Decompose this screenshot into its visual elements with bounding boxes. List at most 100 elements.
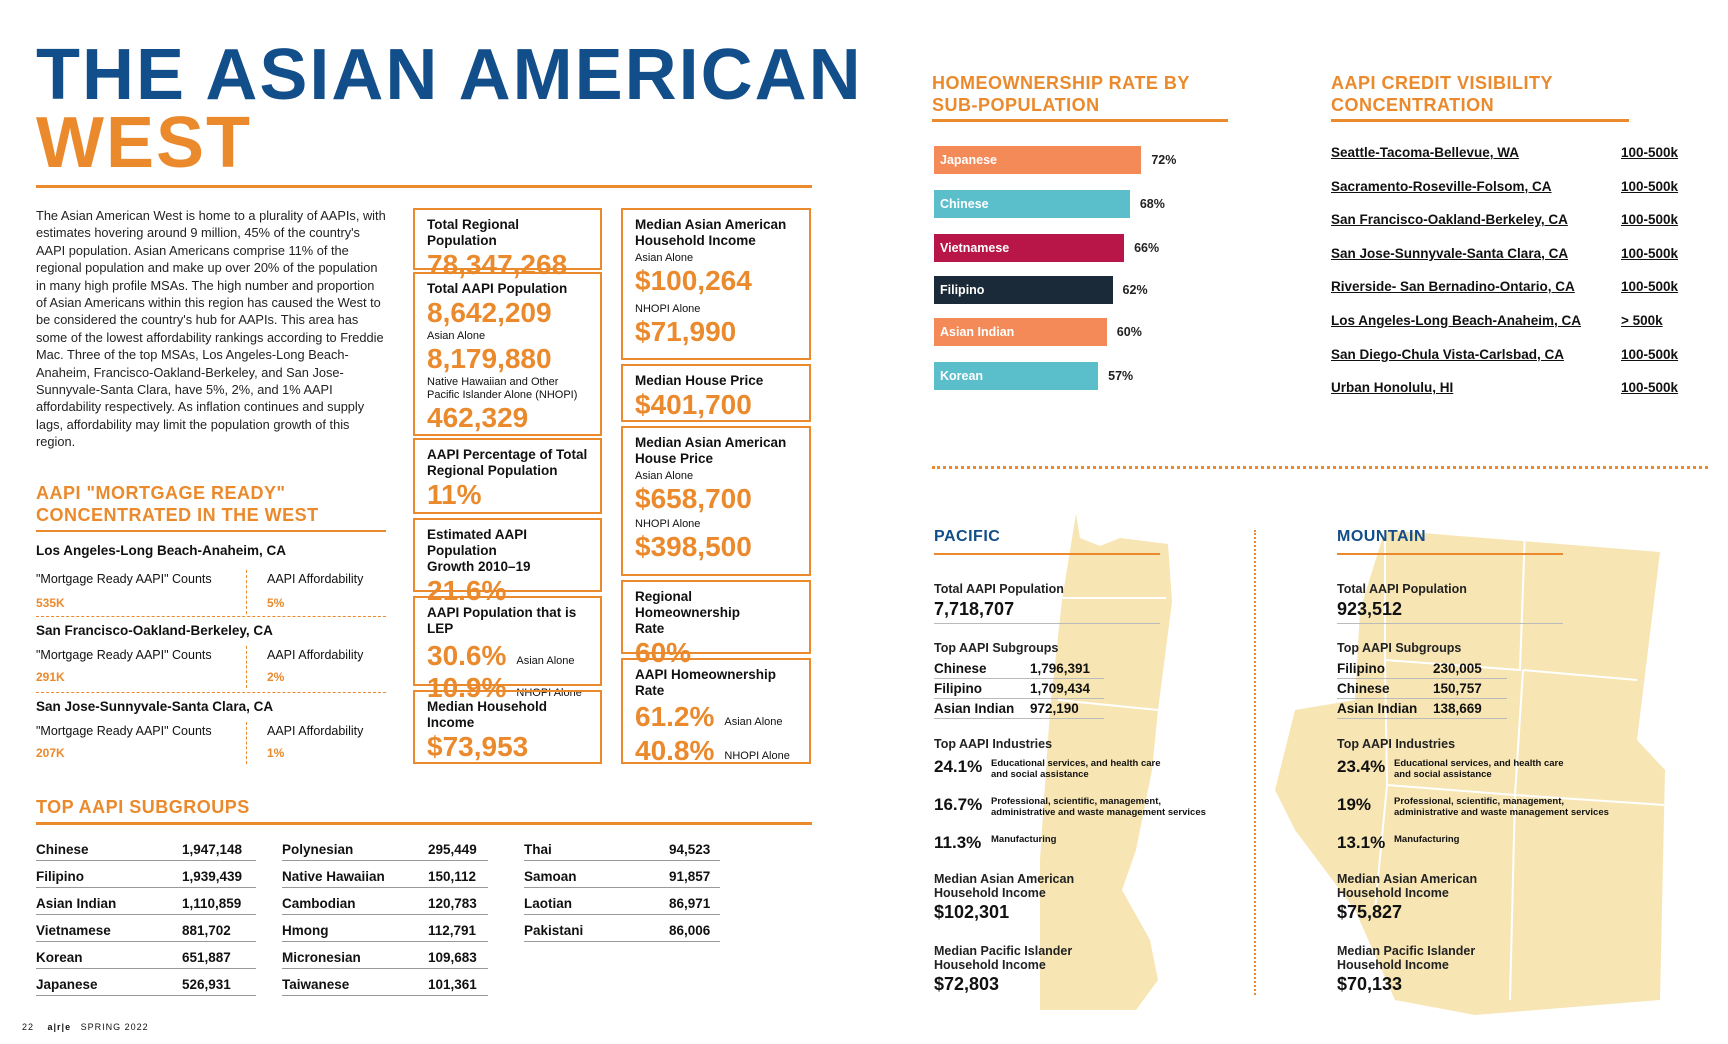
credit-title-divider bbox=[1331, 119, 1629, 122]
label-line: Median Asian American bbox=[1337, 872, 1478, 886]
subgroup-name: Filipino bbox=[36, 869, 84, 884]
mr-afford-label: AAPI Affordability bbox=[267, 572, 364, 586]
pacific-maai-value: $102,301 bbox=[934, 902, 1010, 922]
mr-divider-v bbox=[246, 646, 247, 688]
stat-sub-label: Asian Alone bbox=[635, 470, 694, 482]
stat-label: AAPI Homeownership bbox=[635, 667, 777, 682]
mr-count-value: 291K bbox=[36, 670, 65, 684]
bar: Filipino bbox=[934, 276, 1113, 304]
bar: Chinese bbox=[934, 190, 1130, 218]
mountain-total-value: 923,512 bbox=[1337, 599, 1403, 619]
stat-regional-homeownership: Regional Homeownership Rate 60% bbox=[621, 580, 811, 668]
subgroup-value: 120,783 bbox=[428, 896, 477, 911]
stat-value: 462,329 bbox=[427, 402, 529, 433]
industry-label: Manufacturing bbox=[1394, 834, 1460, 845]
brand-logo: a|r|e bbox=[47, 1022, 72, 1032]
pacific-divider bbox=[934, 553, 1160, 555]
mr-afford-label: AAPI Affordability bbox=[267, 648, 364, 662]
industry-pct: 11.3% bbox=[934, 833, 982, 852]
credit-value: 100-500k bbox=[1621, 279, 1679, 295]
bar: Japanese bbox=[934, 146, 1142, 174]
region-subgroup-value: 1,796,391 bbox=[1030, 661, 1091, 676]
industry-pct: 24.1% bbox=[934, 757, 983, 776]
stat-sub-label: Asian Alone bbox=[635, 252, 694, 264]
stat-sub-label: NHOPI Alone bbox=[635, 518, 701, 530]
stat-lep: AAPI Population that is LEP 30.6% Asian A… bbox=[413, 596, 602, 703]
bar: Asian Indian bbox=[934, 318, 1107, 346]
stat-label: Income bbox=[427, 715, 475, 730]
credit-value: 100-500k bbox=[1621, 178, 1679, 194]
region-subgroup-underline bbox=[1337, 698, 1507, 699]
stat-total-regional: Total Regional Population 78,347,268 bbox=[413, 208, 602, 280]
page-footer: 22 a|r|e SPRING 2022 bbox=[22, 1022, 149, 1032]
industry-label: Educational services, and health care bbox=[991, 758, 1161, 769]
mr-count-value: 207K bbox=[36, 746, 65, 760]
mountain-total-underline bbox=[1337, 623, 1563, 624]
pacific-industries-label: Top AAPI Industries bbox=[934, 737, 1053, 751]
subgroup-underline bbox=[282, 860, 488, 861]
subgroup-value: 86,971 bbox=[669, 896, 711, 911]
credit-title-l2: CONCENTRATION bbox=[1331, 95, 1495, 115]
stat-value: 78,347,268 bbox=[427, 249, 568, 280]
subgroup-underline bbox=[282, 968, 488, 969]
mortgage-ready-row: San Jose-Sunnyvale-Santa Clara, CA "Mort… bbox=[36, 699, 386, 760]
stat-aapi-percentage: AAPI Percentage of Total Regional Popula… bbox=[413, 438, 602, 514]
mortgage-ready-row: Los Angeles-Long Beach-Anaheim, CA "Mort… bbox=[36, 543, 386, 610]
industry-label: Educational services, and health care bbox=[1394, 758, 1564, 769]
region-subgroup-value: 138,669 bbox=[1433, 701, 1482, 716]
region-subgroup-name: Filipino bbox=[1337, 661, 1385, 676]
stat-note: NHOPI Alone bbox=[516, 686, 582, 699]
subgroup-name: Korean bbox=[36, 950, 83, 965]
top-subgroups-divider bbox=[36, 822, 812, 825]
subgroup-value: 651,887 bbox=[182, 950, 231, 965]
bar-label: 62% bbox=[1122, 283, 1148, 297]
mr-count-value: 535K bbox=[36, 596, 65, 610]
mr-divider-v bbox=[246, 722, 247, 764]
subgroup-underline bbox=[36, 860, 256, 861]
industry-label: administrative and waste management serv… bbox=[1394, 807, 1609, 818]
label-line: Household Income bbox=[934, 958, 1046, 972]
mountain-maai-label: Median Asian American Household Income bbox=[1337, 872, 1477, 900]
subgroup-value: 101,361 bbox=[428, 977, 477, 992]
stat-value: 30.6% bbox=[427, 640, 507, 671]
pacific-total-value: 7,718,707 bbox=[934, 599, 1015, 619]
stat-sub-label: Asian Alone bbox=[427, 330, 486, 342]
credit-value: 100-500k bbox=[1621, 212, 1679, 228]
stat-note: NHOPI Alone bbox=[724, 749, 790, 762]
credit-place: Seattle-Tacoma-Bellevue, WA bbox=[1331, 145, 1520, 160]
subgroup-name: Hmong bbox=[282, 923, 329, 938]
credit-place: San Diego-Chula Vista-Carlsbad, CA bbox=[1331, 346, 1565, 362]
region-subgroup-value: 1,709,434 bbox=[1030, 681, 1091, 696]
industry-label: administrative and waste management serv… bbox=[991, 807, 1206, 818]
subgroup-value: 94,523 bbox=[669, 842, 711, 857]
mr-afford-value: 1% bbox=[267, 746, 285, 760]
mr-afford-label: AAPI Affordability bbox=[267, 724, 364, 738]
stat-sub-label: Native Hawaiian and Other bbox=[427, 376, 559, 388]
subgroup-underline bbox=[282, 941, 488, 942]
region-subgroup-value: 972,190 bbox=[1030, 701, 1079, 716]
mountain-subgroups-label: Top AAPI Subgroups bbox=[1337, 641, 1462, 655]
industry-pct: 23.4% bbox=[1337, 757, 1386, 776]
subgroup-underline bbox=[524, 914, 720, 915]
pacific-mpi-label: Median Pacific Islander Household Income bbox=[934, 944, 1072, 972]
subgroup-value: 295,449 bbox=[428, 842, 477, 857]
stat-label: House Price bbox=[635, 451, 714, 466]
subgroup-name: Polynesian bbox=[282, 842, 354, 857]
bar-label: 68% bbox=[1139, 197, 1165, 211]
stat-label: Estimated AAPI Population bbox=[427, 527, 528, 558]
credit-place: Los Angeles-Long Beach-Anaheim, CA bbox=[1331, 313, 1582, 328]
stat-label: Total Regional Population bbox=[427, 217, 520, 248]
stat-value: 11% bbox=[427, 479, 482, 510]
stat-label: Growth 2010–19 bbox=[427, 559, 531, 574]
industry-label: Professional, scientific, management, bbox=[1394, 796, 1564, 807]
subgroup-value: 1,110,859 bbox=[182, 896, 242, 911]
mortgage-ready-heading: AAPI "MORTGAGE READY" CONCENTRATED IN TH… bbox=[36, 482, 319, 526]
region-subgroup-underline bbox=[934, 718, 1104, 719]
subgroup-name: Pakistani bbox=[524, 923, 584, 938]
mountain-heading: MOUNTAIN bbox=[1337, 528, 1427, 545]
stat-label: Rate bbox=[635, 621, 665, 636]
subgroup-underline bbox=[36, 941, 256, 942]
page-number: 22 bbox=[22, 1022, 35, 1032]
subgroup-underline bbox=[282, 887, 488, 888]
credit-place: Riverside- San Bernadino-Ontario, CA bbox=[1331, 279, 1575, 295]
